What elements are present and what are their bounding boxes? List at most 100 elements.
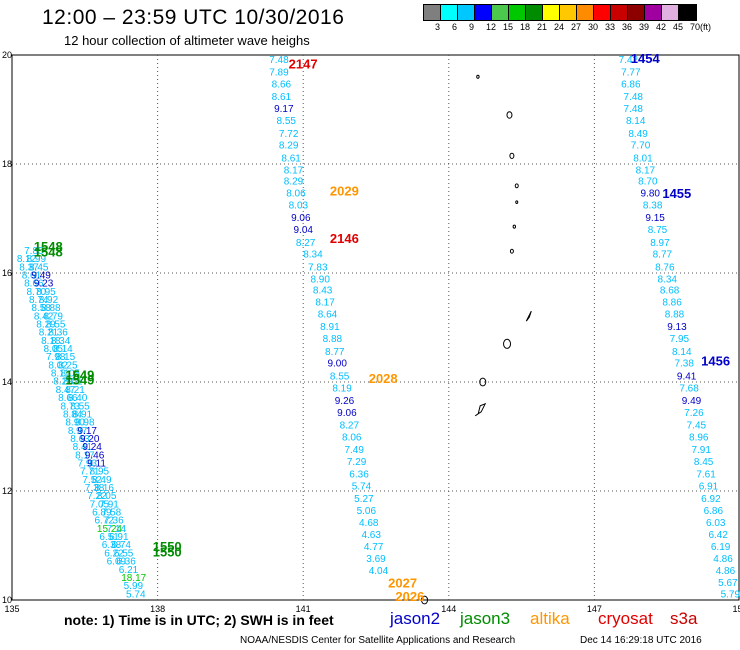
wave-height-label: 7.68 — [679, 383, 699, 394]
wave-height-label: 8.76 — [655, 262, 675, 273]
legend-label: 6 — [452, 22, 458, 32]
wave-height-label: 7.72 — [279, 129, 299, 140]
wave-height-label: 8.21 — [39, 328, 59, 339]
wave-height-label: 8.66 — [58, 393, 78, 404]
wave-height-label: 8.55 — [330, 371, 350, 382]
wave-height-label: 9.00 — [327, 359, 347, 370]
legend-label: 21 — [537, 22, 548, 32]
wave-height-label: 8.37 — [19, 262, 39, 273]
wave-height-label: 9.49 — [682, 396, 702, 407]
wave-height-label: 8.63 — [70, 434, 90, 445]
legend-label: 45 — [673, 22, 684, 32]
legend-swatch — [475, 5, 492, 20]
color-legend — [423, 4, 697, 21]
wave-height-label: 8.68 — [660, 286, 680, 297]
wave-height-label: 8.55 — [70, 401, 90, 412]
color-legend-labels: 3 6 9 12 15 18 21 24 27 30 33 36 39 42 45 70 (ft) — [423, 22, 733, 34]
wave-height-label: 7.95 — [670, 334, 690, 345]
wave-height-label: 6.89 — [92, 508, 112, 519]
legend-label: (ft) — [700, 22, 711, 32]
wave-height-label: 6.51 — [99, 532, 119, 543]
wave-height-label: 7.45 — [687, 420, 707, 431]
guam-outline — [474, 402, 487, 417]
legend-swatch — [543, 5, 560, 20]
wave-height-label: 9.11 — [87, 458, 106, 469]
page-title: 12:00 – 23:59 UTC 10/30/2016 — [42, 6, 345, 29]
x-tick-label: 138 — [150, 604, 165, 614]
wave-height-label: 8.88 — [665, 310, 685, 321]
wave-height-label: 8.27 — [296, 238, 316, 249]
wave-height-label: 7.77 — [621, 68, 641, 79]
x-tick-label: 135 — [4, 604, 19, 614]
wave-height-label: 8.14 — [53, 344, 73, 355]
wave-height-label: 8.01 — [63, 377, 83, 388]
wave-height-label: 8.19 — [332, 383, 352, 394]
wave-height-label: 8.77 — [325, 347, 345, 358]
wave-height-label: 8.91 — [320, 322, 340, 333]
wave-height-label: 6.86 — [704, 506, 724, 517]
satellite-name: s3a — [670, 609, 698, 628]
pass-time-label: 2027 — [388, 575, 417, 590]
legend-swatch — [645, 5, 662, 20]
credit-text: NOAA/NESDIS Center for Satellite Applica… — [240, 635, 516, 646]
y-tick-label: 16 — [2, 268, 12, 278]
wave-height-label: 8.92 — [39, 295, 59, 306]
wave-height-label: 7.91 — [691, 445, 711, 456]
wave-height-label: 8.49 — [628, 129, 648, 140]
wave-height-label: 4.86 — [713, 554, 733, 565]
timestamp-text: Dec 14 16:29:18 UTC 2016 — [580, 635, 702, 646]
wave-height-label: 7.22 — [87, 491, 107, 502]
legend-swatch — [594, 5, 611, 20]
wave-height-label: 9.17 — [78, 426, 98, 437]
wave-height-label: 7.42 — [619, 55, 639, 66]
wave-height-label: 8.97 — [650, 238, 670, 249]
pass-time-label: 1549 — [65, 373, 94, 388]
wave-height-label: 8.55 — [46, 320, 66, 331]
wave-height-label: 7.48 — [269, 55, 289, 66]
y-tick-label: 14 — [2, 377, 12, 387]
wave-height-label: 7.26 — [684, 408, 704, 419]
wave-height-label: 8.14 — [672, 347, 692, 358]
island-outline — [506, 111, 513, 119]
legend-label: 15 — [503, 22, 514, 32]
wave-height-label: 8.06 — [342, 432, 362, 443]
wave-height-label: 7.38 — [674, 359, 694, 370]
satellite-name: jason2 — [390, 609, 441, 628]
wave-height-label: 6.92 — [701, 494, 721, 505]
legend-label: 39 — [639, 22, 650, 32]
wave-height-label: 8.17 — [75, 450, 95, 461]
x-tick-label: 144 — [441, 604, 456, 614]
wave-height-label: 8.73 — [61, 401, 81, 412]
wave-height-label: 7.83 — [308, 262, 328, 273]
island-outline — [515, 200, 519, 204]
wave-height-label: 8.38 — [643, 201, 663, 212]
wave-height-label: 4.86 — [716, 566, 736, 577]
wave-height-label: 9.06 — [291, 213, 311, 224]
wave-height-label: 8.34 — [657, 274, 677, 285]
wave-height-label: 8.58 — [31, 303, 51, 314]
wave-height-label: 8.29 — [36, 320, 56, 331]
wave-height-label: 9.23 — [34, 279, 54, 290]
legend-label: 3 — [435, 22, 441, 32]
saipan-outline — [525, 310, 532, 322]
satellite-name: jason3 — [460, 609, 511, 628]
wave-height-label: 8.01 — [633, 153, 653, 164]
wave-height-label: 6.72 — [95, 516, 115, 527]
legend-swatch — [679, 5, 696, 20]
legend-label: 12 — [486, 22, 497, 32]
y-tick-label: 12 — [2, 486, 12, 496]
wave-height-label: 8.66 — [24, 279, 44, 290]
island-outline — [421, 595, 429, 605]
wave-height-label: 6.36 — [349, 469, 369, 480]
wave-height-label: 8.70 — [638, 177, 658, 188]
wave-height-label: 9.13 — [667, 322, 687, 333]
wave-height-label: 6.86 — [621, 80, 641, 91]
wave-height-label: 8.27 — [340, 420, 360, 431]
legend-swatch — [560, 5, 577, 20]
wave-height-label: 8.61 — [281, 153, 301, 164]
wave-height-label: 8.88 — [323, 334, 343, 345]
pass-time-label: 2147 — [289, 57, 318, 72]
wave-height-label: 9.24 — [82, 442, 102, 453]
wave-height-label: 8.79 — [44, 311, 64, 322]
wave-height-label: 15.24 — [97, 524, 122, 535]
